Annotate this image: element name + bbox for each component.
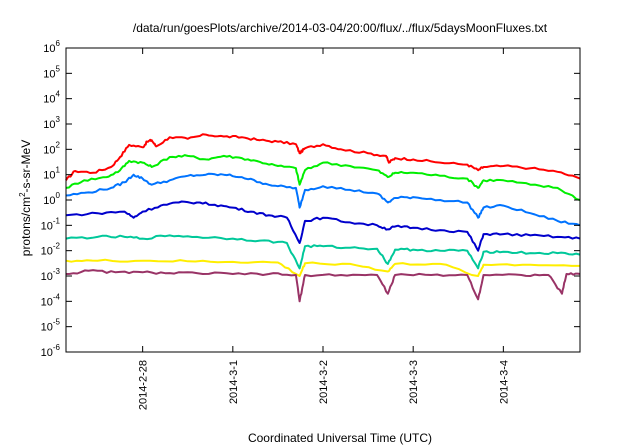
- y-axis-title-after: -s-sr-MeV: [19, 140, 33, 193]
- y-tick-label: 104: [43, 90, 60, 106]
- y-axis: 10-610-510-410-310-210-11001011021031041…: [41, 39, 580, 359]
- x-tick-label: 2014-3-1: [228, 360, 240, 404]
- x-tick-label: 2014-2-28: [138, 360, 150, 410]
- y-tick-label: 103: [43, 115, 60, 131]
- y-tick-base: 10: [41, 220, 53, 232]
- x-tick-label: 2014-3-4: [498, 360, 510, 404]
- y-tick-label: 10-1: [41, 216, 61, 232]
- y-tick-base: 10: [43, 144, 55, 156]
- series-line-3: [65, 172, 581, 227]
- x-tick-label: 2014-3-3: [408, 360, 420, 404]
- y-tick-base: 10: [41, 322, 53, 334]
- series-layer: [65, 133, 581, 303]
- y-tick-exponent: 0: [56, 191, 61, 200]
- y-tick-label: 10-3: [41, 267, 61, 283]
- y-tick-exponent: 5: [56, 64, 61, 73]
- y-tick-base: 10: [41, 296, 53, 308]
- y-tick-base: 10: [43, 170, 55, 182]
- y-tick-exponent: 1: [56, 166, 61, 175]
- y-tick-exponent: 6: [56, 39, 61, 48]
- y-tick-exponent: -3: [53, 267, 61, 276]
- series-line-4: [65, 200, 581, 252]
- y-tick-exponent: -1: [53, 216, 61, 225]
- x-axis: 2014-2-28 2014-3-1 2014-3-2 2014-3-3 2014-3-…: [138, 48, 510, 410]
- series-line-2: [65, 154, 581, 201]
- y-tick-exponent: 4: [56, 90, 61, 99]
- y-tick-base: 10: [43, 68, 55, 80]
- x-tick-label: 2014-3-2: [318, 360, 330, 404]
- y-tick-exponent: 3: [56, 115, 61, 124]
- y-axis-title-before: protons/cm: [19, 197, 33, 256]
- y-tick-base: 10: [43, 43, 55, 55]
- y-tick-base: 10: [43, 119, 55, 131]
- y-tick-label: 10-4: [41, 292, 61, 308]
- series-line-5: [65, 234, 581, 270]
- y-tick-exponent: 2: [56, 140, 61, 149]
- y-tick-exponent: -5: [53, 318, 61, 327]
- y-tick-label: 105: [43, 64, 60, 80]
- x-axis-title: Coordinated Universal Time (UTC): [248, 431, 432, 445]
- y-tick-exponent: -2: [53, 242, 61, 251]
- chart-title: /data/run/goesPlots/archive/2014-03-04/2…: [133, 21, 548, 35]
- y-tick-label: 102: [43, 140, 60, 156]
- y-tick-base: 10: [41, 246, 53, 258]
- y-tick-base: 10: [43, 195, 55, 207]
- y-tick-base: 10: [41, 271, 53, 283]
- y-tick-label: 101: [43, 166, 60, 182]
- y-tick-base: 10: [41, 347, 53, 359]
- series-line-1: [65, 133, 581, 181]
- y-tick-exponent: -4: [53, 292, 61, 301]
- y-tick-label: 10-6: [41, 343, 61, 359]
- plot-area: [65, 47, 581, 353]
- y-tick-label: 106: [43, 39, 60, 55]
- series-line-7: [65, 269, 581, 303]
- plot-frame: [65, 47, 581, 353]
- y-axis-title-sup: 2: [18, 192, 27, 197]
- series-line-6: [65, 258, 580, 277]
- y-tick-exponent: -6: [53, 343, 61, 352]
- y-axis-title: protons/cm2-s-sr-MeV: [18, 140, 33, 256]
- y-tick-label: 10-2: [41, 242, 61, 258]
- y-tick-label: 100: [43, 191, 60, 207]
- y-tick-base: 10: [43, 94, 55, 106]
- y-tick-label: 10-5: [41, 318, 61, 334]
